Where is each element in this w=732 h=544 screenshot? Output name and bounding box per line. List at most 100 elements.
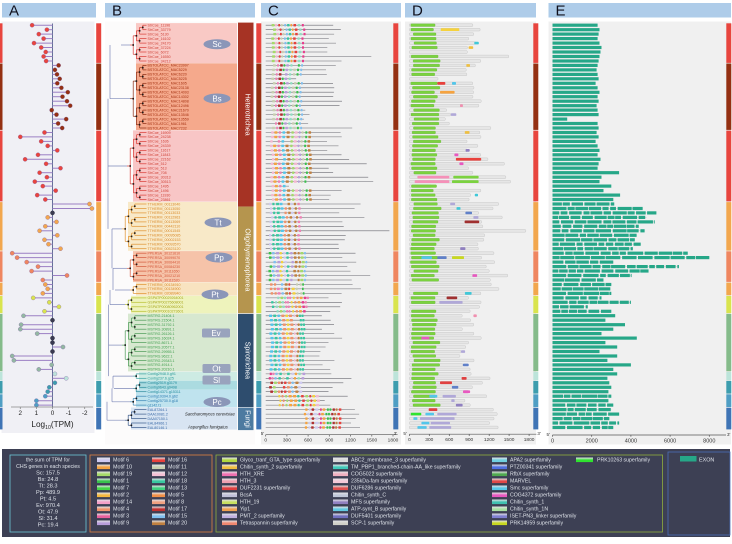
svg-text:300: 300 bbox=[283, 438, 291, 444]
svg-text:Chitin_synth_1: Chitin_synth_1 bbox=[510, 500, 544, 506]
svg-text:MSTRG.4914.1: MSTRG.4914.1 bbox=[148, 363, 173, 367]
svg-text:2000: 2000 bbox=[586, 439, 598, 445]
svg-text:BSTOLATCC_MAC6220: BSTOLATCC_MAC6220 bbox=[148, 73, 187, 77]
svg-text:StrCoe_16550: StrCoe_16550 bbox=[148, 55, 171, 59]
svg-text:300: 300 bbox=[425, 437, 433, 443]
svg-text:TTHERM_02089940: TTHERM_02089940 bbox=[148, 292, 181, 296]
svg-text:600: 600 bbox=[445, 437, 453, 443]
svg-text:StrCoe_24170: StrCoe_24170 bbox=[148, 41, 171, 45]
svg-text:StrCoe_6072: StrCoe_6072 bbox=[148, 50, 169, 54]
svg-text:1200: 1200 bbox=[484, 437, 495, 443]
svg-text:0: 0 bbox=[51, 410, 55, 417]
svg-text:StrCoe_24339: StrCoe_24339 bbox=[148, 144, 171, 148]
svg-text:HTH_3: HTH_3 bbox=[240, 479, 257, 485]
svg-text:Motif 17: Motif 17 bbox=[168, 507, 187, 513]
svg-text:MSTRG.20210.1: MSTRG.20210.1 bbox=[148, 368, 175, 372]
svg-text:StrCoe_1496: StrCoe_1496 bbox=[148, 189, 169, 193]
svg-text:Motif 18: Motif 18 bbox=[168, 479, 187, 485]
svg-text:Motif 11: Motif 11 bbox=[168, 465, 187, 471]
svg-text:TTHERM_00113050: TTHERM_00113050 bbox=[148, 207, 181, 211]
svg-text:Fungi: Fungi bbox=[244, 410, 251, 428]
svg-text:Oligohymenophorea: Oligohymenophorea bbox=[244, 228, 251, 291]
svg-text:TTHERM_00011545: TTHERM_00011545 bbox=[148, 229, 181, 233]
svg-text:Pp: Pp bbox=[214, 253, 224, 262]
svg-text:BcsA: BcsA bbox=[240, 493, 253, 499]
svg-text:PMT_2 superfamily: PMT_2 superfamily bbox=[240, 514, 285, 520]
svg-text:RfbX superfamily: RfbX superfamily bbox=[510, 472, 550, 478]
svg-text:PPERSA_30111650: PPERSA_30111650 bbox=[148, 269, 180, 273]
svg-text:TTHERM_00002153: TTHERM_00002153 bbox=[148, 238, 181, 242]
svg-text:PPERSA_30121610: PPERSA_30121610 bbox=[148, 252, 181, 256]
svg-text:5': 5' bbox=[547, 432, 551, 437]
svg-text:g1142.t1: g1142.t1 bbox=[148, 403, 162, 407]
svg-text:MSTRG.21404.1: MSTRG.21404.1 bbox=[148, 314, 175, 318]
svg-text:GSPATP00275608001: GSPATP00275608001 bbox=[148, 301, 184, 305]
svg-text:StrCoe_30513: StrCoe_30513 bbox=[148, 180, 171, 184]
svg-text:TTHERM_00134910: TTHERM_00134910 bbox=[148, 283, 181, 287]
svg-text:Motif 2: Motif 2 bbox=[113, 493, 129, 499]
svg-text:the sum of TPM for: the sum of TPM for bbox=[26, 458, 70, 464]
svg-text:TTHERM_00134900: TTHERM_00134900 bbox=[148, 287, 181, 291]
svg-text:BSTOLATCC_MAC12496: BSTOLATCC_MAC12496 bbox=[148, 104, 189, 108]
svg-text:Glyco_tranf_GTA_type superfami: Glyco_tranf_GTA_type superfamily bbox=[240, 458, 321, 464]
svg-text:Motif 4: Motif 4 bbox=[113, 507, 129, 513]
svg-text:BSTOLATCC_MAC14808: BSTOLATCC_MAC14808 bbox=[148, 100, 189, 104]
svg-text:ABC2_membrane_3 superfamily: ABC2_membrane_3 superfamily bbox=[351, 458, 426, 464]
svg-text:StrCoe_1636: StrCoe_1636 bbox=[148, 140, 169, 144]
svg-text:StrCoe_24238: StrCoe_24238 bbox=[148, 135, 171, 139]
svg-text:Sc: Sc bbox=[212, 40, 221, 49]
svg-text:Motif 16: Motif 16 bbox=[168, 458, 187, 464]
svg-text:TTHERM_00113040: TTHERM_00113040 bbox=[148, 202, 181, 206]
svg-text:Pc: Pc bbox=[212, 398, 221, 407]
svg-text:Pp: 489.9: Pp: 489.9 bbox=[36, 490, 60, 496]
svg-text:Motif 15: Motif 15 bbox=[168, 514, 187, 520]
svg-text:PPERSA_30021210: PPERSA_30021210 bbox=[148, 274, 181, 278]
svg-text:Bs: Bs bbox=[212, 94, 221, 103]
svg-text:PPERSA_00084230: PPERSA_00084230 bbox=[148, 265, 181, 269]
svg-text:Ev: 970.4: Ev: 970.4 bbox=[36, 503, 60, 509]
svg-text:MSTRG.9622.1: MSTRG.9622.1 bbox=[148, 354, 173, 358]
svg-text:TTHERM_00093570: TTHERM_00093570 bbox=[148, 243, 181, 247]
svg-text:BSTOLATCC_MAC23997: BSTOLATCC_MAC23997 bbox=[148, 64, 189, 68]
svg-text:PPERSA_30064410: PPERSA_30064410 bbox=[148, 260, 181, 264]
svg-text:BSTOLATCC_MAC14093: BSTOLATCC_MAC14093 bbox=[148, 91, 189, 95]
svg-text:MSTRG.29955.1: MSTRG.29955.1 bbox=[148, 350, 175, 354]
svg-text:Bs: 24.8: Bs: 24.8 bbox=[38, 477, 59, 483]
svg-text:C: C bbox=[268, 3, 279, 20]
svg-text:BSTOLATCC_MAC23138: BSTOLATCC_MAC23138 bbox=[148, 86, 189, 90]
svg-text:BSTOLATCC_MAC13559: BSTOLATCC_MAC13559 bbox=[148, 117, 189, 121]
svg-text:MSTRG.8671.1: MSTRG.8671.1 bbox=[148, 341, 173, 345]
svg-text:StrCoe_16102: StrCoe_16102 bbox=[148, 37, 171, 41]
svg-text:Contig2948.0.g91: Contig2948.0.g91 bbox=[148, 372, 176, 376]
svg-text:EXON: EXON bbox=[699, 457, 714, 463]
svg-text:1800: 1800 bbox=[388, 438, 399, 444]
svg-text:MSTRG.16024.1: MSTRG.16024.1 bbox=[148, 336, 175, 340]
svg-text:BSTOLATCC_MAC13546: BSTOLATCC_MAC13546 bbox=[148, 113, 189, 117]
svg-text:5': 5' bbox=[403, 431, 407, 436]
svg-text:0: 0 bbox=[551, 439, 554, 445]
svg-text:8000: 8000 bbox=[703, 439, 715, 445]
svg-text:BSTOLATCC_MAC5225: BSTOLATCC_MAC5225 bbox=[148, 77, 187, 81]
svg-text:4000: 4000 bbox=[625, 439, 637, 445]
svg-text:Ev: Ev bbox=[211, 329, 220, 338]
svg-text:DUF2231 superfamily: DUF2231 superfamily bbox=[240, 486, 291, 492]
svg-text:DUF6286 superfamily: DUF6286 superfamily bbox=[351, 486, 402, 492]
svg-text:Motif 10: Motif 10 bbox=[113, 465, 132, 471]
svg-text:Motif 3: Motif 3 bbox=[113, 514, 129, 520]
svg-text:Log10(TPM): Log10(TPM) bbox=[31, 420, 73, 431]
svg-text:StrCoe_37224: StrCoe_37224 bbox=[148, 46, 171, 50]
svg-text:Motif 20: Motif 20 bbox=[168, 521, 187, 527]
svg-text:MSTRG.20577.1: MSTRG.20577.1 bbox=[148, 345, 175, 349]
svg-text:GSPATP00080962001: GSPATP00080962001 bbox=[148, 305, 184, 309]
svg-text:Saccharomyces cerevisiae: Saccharomyces cerevisiae bbox=[185, 411, 235, 416]
svg-text:BSTOLATCC_MAC21670: BSTOLATCC_MAC21670 bbox=[148, 108, 189, 112]
svg-text:1: 1 bbox=[35, 410, 39, 417]
svg-text:Ot: 47.9: Ot: 47.9 bbox=[38, 510, 58, 516]
svg-text:3': 3' bbox=[727, 432, 731, 437]
svg-text:MSTRG.30891.1: MSTRG.30891.1 bbox=[148, 328, 175, 332]
svg-text:Motif 12: Motif 12 bbox=[168, 472, 187, 478]
svg-text:Chitin_synth_C: Chitin_synth_C bbox=[351, 493, 386, 499]
svg-text:Yip1: Yip1 bbox=[240, 507, 250, 513]
svg-text:EAL87264.1: EAL87264.1 bbox=[148, 408, 168, 412]
svg-text:DAA10081.2: DAA10081.2 bbox=[148, 412, 168, 416]
